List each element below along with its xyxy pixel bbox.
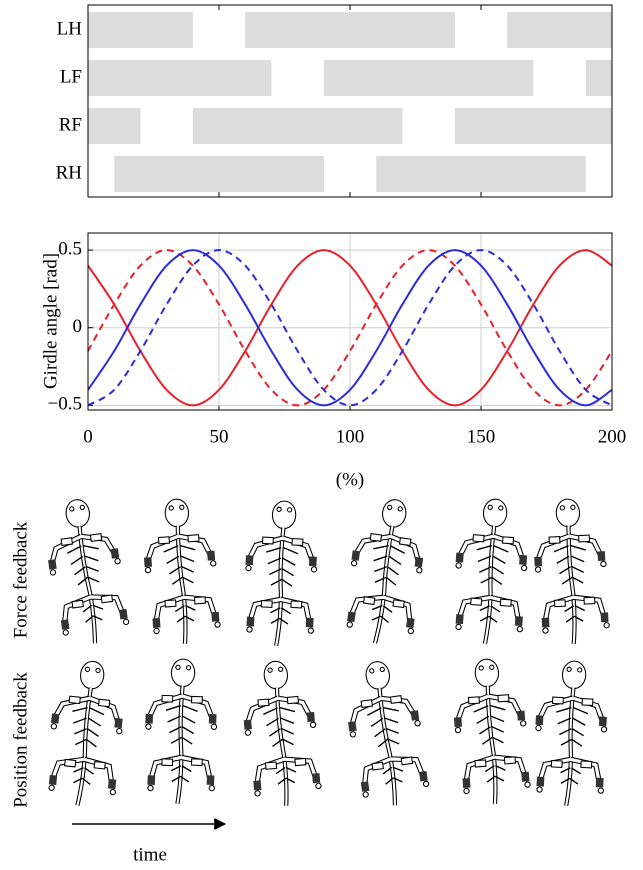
x-tick-label: 0: [83, 426, 93, 447]
x-tick-label: 150: [467, 426, 496, 447]
stance-bar: [88, 12, 193, 48]
y-axis-label: Girdle angle [rad]: [40, 253, 61, 389]
row-label: Force feedback: [10, 521, 31, 638]
stance-bar: [376, 156, 586, 192]
series-line: [87, 249, 613, 407]
x-axis-label: (%): [336, 469, 364, 490]
stance-bar: [245, 12, 455, 48]
x-tick-label: 50: [210, 426, 229, 447]
stance-bar: [88, 108, 141, 144]
y-tick-label: 0.5: [58, 238, 82, 259]
stance-bar: [507, 12, 612, 48]
row-label: RF: [59, 114, 82, 135]
row-label: LF: [60, 66, 82, 87]
stance-bar: [192, 108, 403, 144]
series-line: [87, 249, 613, 407]
x-tick-label: 200: [598, 426, 627, 447]
x-tick-label: 100: [336, 426, 365, 447]
stance-bar: [88, 60, 272, 96]
row-label: LH: [57, 18, 83, 39]
stance-bar: [454, 108, 612, 144]
stance-bar: [114, 156, 324, 192]
plot-frame: [87, 232, 613, 411]
y-tick-label: 0: [73, 316, 83, 337]
robot-sketches: [40, 495, 610, 810]
stance-bar: [323, 60, 534, 96]
stance-bar: [585, 60, 612, 96]
y-tick-label: −0.5: [48, 394, 82, 415]
row-label: RH: [56, 162, 83, 183]
plot-frame: [87, 4, 613, 198]
arrow-label: time: [133, 844, 167, 865]
series-line: [87, 249, 613, 407]
row-label: Position feedback: [10, 672, 31, 808]
